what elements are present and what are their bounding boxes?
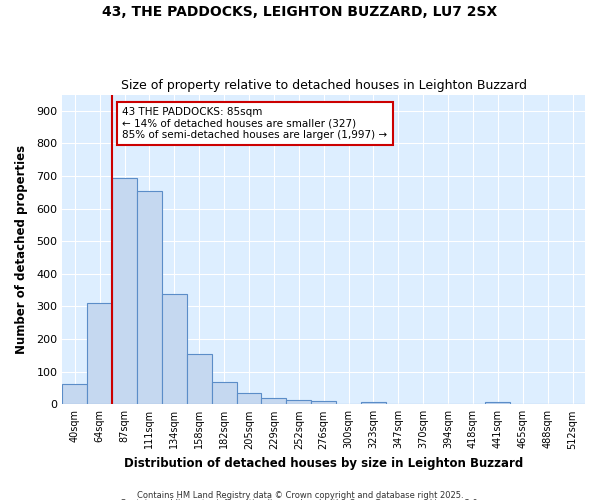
Bar <box>137 190 162 404</box>
Title: Size of property relative to detached houses in Leighton Buzzard: Size of property relative to detached ho… <box>121 79 527 92</box>
Bar <box>286 400 311 404</box>
Bar <box>212 382 236 404</box>
Bar <box>162 294 187 405</box>
Bar <box>485 402 511 404</box>
Bar <box>62 384 87 404</box>
Bar <box>262 398 286 404</box>
Bar <box>311 401 336 404</box>
Bar <box>187 354 212 405</box>
Text: Contains HM Land Registry data © Crown copyright and database right 2025.: Contains HM Land Registry data © Crown c… <box>137 490 463 500</box>
Text: 43 THE PADDOCKS: 85sqm
← 14% of detached houses are smaller (327)
85% of semi-de: 43 THE PADDOCKS: 85sqm ← 14% of detached… <box>122 107 388 140</box>
Bar <box>361 402 386 404</box>
Bar <box>236 393 262 404</box>
Y-axis label: Number of detached properties: Number of detached properties <box>15 145 28 354</box>
Bar <box>112 178 137 404</box>
Bar <box>87 302 112 404</box>
X-axis label: Distribution of detached houses by size in Leighton Buzzard: Distribution of detached houses by size … <box>124 457 523 470</box>
Text: 43, THE PADDOCKS, LEIGHTON BUZZARD, LU7 2SX: 43, THE PADDOCKS, LEIGHTON BUZZARD, LU7 … <box>103 5 497 19</box>
